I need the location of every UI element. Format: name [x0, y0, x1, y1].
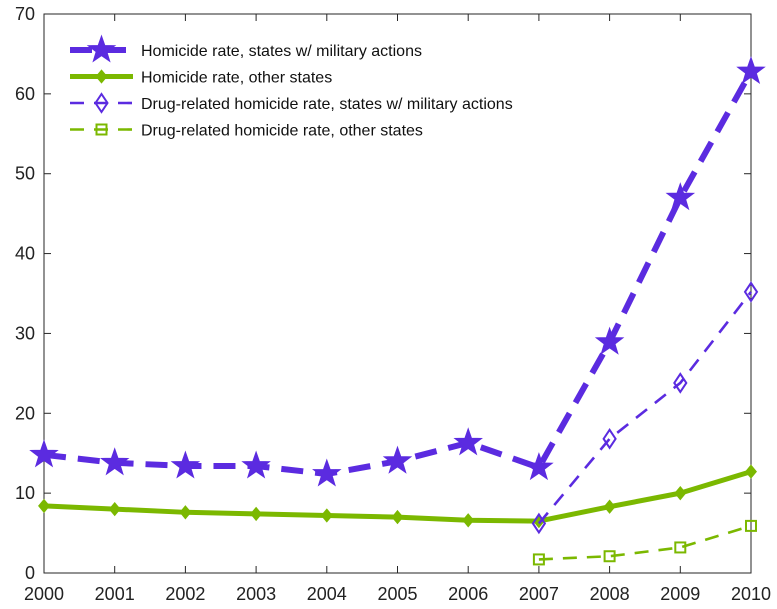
data-point — [241, 450, 271, 479]
y-tick-label: 30 — [15, 323, 35, 343]
data-point — [745, 464, 757, 479]
y-tick-label: 0 — [25, 563, 35, 583]
legend-marker — [95, 69, 108, 84]
y-tick-label: 70 — [15, 4, 35, 24]
series-3 — [532, 519, 757, 566]
data-point — [524, 452, 554, 481]
data-point — [594, 326, 625, 355]
x-tick-label: 2005 — [377, 584, 417, 604]
x-tick-label: 2009 — [660, 584, 700, 604]
data-point — [29, 439, 59, 468]
x-tick-label: 2004 — [307, 584, 347, 604]
data-point — [312, 458, 342, 487]
legend-label: Drug-related homicide rate, other states — [141, 123, 423, 140]
data-point — [673, 372, 688, 394]
data-point — [38, 498, 50, 514]
data-point — [603, 499, 616, 514]
legend: Homicide rate, states w/ military action… — [58, 32, 608, 148]
legend-label: Homicide rate, other states — [141, 70, 332, 87]
data-point — [250, 506, 263, 522]
x-tick-label: 2001 — [95, 584, 135, 604]
x-tick-label: 2003 — [236, 584, 276, 604]
x-tick-label: 2008 — [590, 584, 630, 604]
legend-box — [58, 32, 608, 148]
series-layer — [29, 55, 766, 566]
series-line — [537, 291, 753, 525]
series-2 — [531, 281, 759, 535]
y-tick-label: 60 — [15, 84, 35, 104]
data-point — [745, 519, 757, 532]
axes: 2000 2001 2002 2003 2004 2005 2006 2007 2008 2009… — [15, 4, 771, 604]
data-point — [665, 182, 696, 211]
data-point — [170, 450, 201, 479]
data-point — [531, 512, 547, 535]
y-tick-label: 10 — [15, 483, 35, 503]
y-tick-label: 20 — [15, 403, 35, 423]
data-point — [391, 509, 404, 525]
series-0 — [29, 55, 766, 487]
data-point — [382, 445, 413, 474]
x-tick-label: 2007 — [519, 584, 559, 604]
x-tick-label: 2002 — [165, 584, 205, 604]
data-point — [603, 550, 616, 563]
data-point — [743, 281, 759, 303]
legend-marker — [86, 34, 117, 63]
data-point — [674, 541, 687, 554]
legend-label: Homicide rate, states w/ military action… — [141, 43, 422, 60]
data-point — [320, 508, 333, 523]
y-tick-label: 40 — [15, 244, 35, 264]
data-point — [674, 485, 687, 501]
legend-label: Drug-related homicide rate, states w/ mi… — [141, 96, 513, 113]
x-tick-label: 2010 — [731, 584, 771, 604]
data-point — [108, 501, 121, 517]
series-line — [538, 524, 752, 561]
data-point — [736, 55, 766, 85]
data-point — [462, 513, 475, 528]
legend-marker — [95, 123, 108, 136]
data-point — [453, 427, 483, 456]
series-1 — [38, 464, 757, 529]
data-point — [602, 428, 617, 450]
x-tick-label: 2006 — [448, 584, 488, 604]
data-point — [99, 447, 130, 476]
data-point — [532, 553, 545, 566]
x-tick-label: 2000 — [24, 584, 64, 604]
y-tick-label: 50 — [15, 164, 35, 184]
legend-marker — [94, 92, 109, 114]
data-point — [179, 505, 192, 520]
